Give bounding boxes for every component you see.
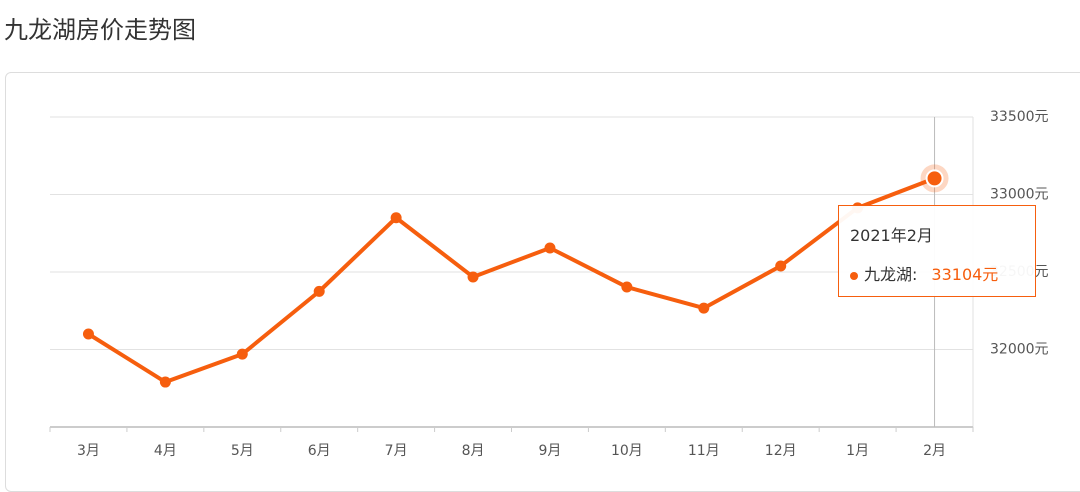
- point: [621, 281, 633, 293]
- x-tick-label: 10月: [611, 443, 643, 459]
- point: [925, 169, 944, 188]
- chart-title: 九龙湖房价走势图: [4, 16, 196, 44]
- tooltip-dot: [850, 271, 858, 280]
- line: [87, 176, 936, 385]
- point: [82, 328, 94, 340]
- point: [775, 260, 787, 272]
- x-tick-label: 1月: [846, 443, 869, 459]
- point: [236, 348, 248, 360]
- point: [159, 376, 171, 388]
- tooltip-title: 2021年2月: [850, 226, 933, 245]
- point: [467, 271, 479, 283]
- x-tick-label: 2月: [923, 443, 946, 459]
- tooltip: 2021年2月 九龙湖: 33104元: [838, 205, 1036, 297]
- tooltip-row: 九龙湖: 33104元: [850, 261, 998, 285]
- x-tick-label: 4月: [154, 443, 177, 459]
- x-tick-label: 7月: [385, 443, 408, 459]
- x-tick-label: 8月: [462, 443, 485, 459]
- x-tick-label: 11月: [688, 443, 720, 459]
- x-tick-label: 9月: [538, 443, 561, 459]
- point: [390, 212, 402, 224]
- x-tick-label: 5月: [231, 443, 254, 459]
- x-tick-label: 3月: [77, 443, 100, 459]
- tooltip-label: 九龙湖:: [864, 265, 918, 284]
- y-tick-label: 32000元: [990, 342, 1049, 358]
- point: [544, 242, 556, 254]
- tooltip-value: 33104元: [931, 265, 999, 284]
- point: [313, 285, 325, 297]
- x-tick-label: 12月: [765, 443, 797, 459]
- y-tick-label: 33000元: [990, 187, 1049, 203]
- x-tick-label: 6月: [308, 443, 331, 459]
- point: [698, 302, 710, 314]
- y-tick-label: 33500元: [990, 109, 1049, 125]
